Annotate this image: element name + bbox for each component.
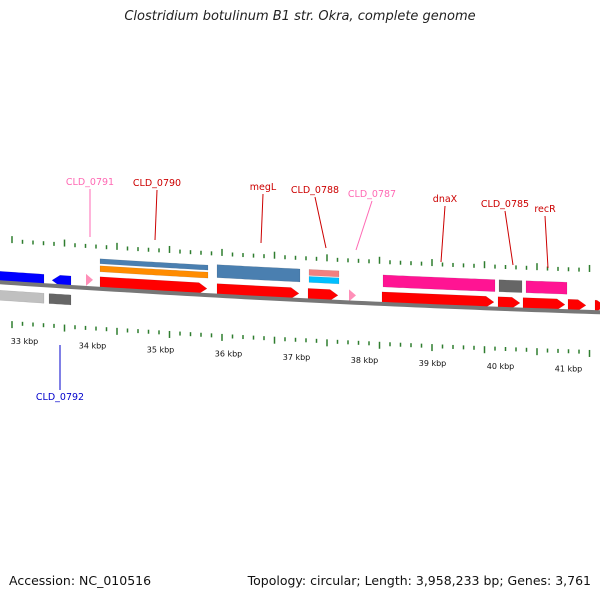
cds-arrow bbox=[594, 299, 600, 312]
gene-bar-recr bbox=[525, 280, 568, 295]
scale-labels: 33 kbp 34 kbp 35 kbp 36 kbp 37 kbp 38 kbp 39 k… bbox=[11, 337, 583, 373]
map-title: Clostridium botulinum B1 str. Okra, comp… bbox=[124, 9, 476, 24]
leader-line bbox=[440, 205, 446, 263]
reverse-bar-gray bbox=[0, 290, 45, 304]
genome-backbone bbox=[0, 280, 600, 315]
gene-bar-cld0788-b bbox=[308, 276, 340, 285]
scale-label: 33 kbp bbox=[11, 337, 39, 346]
scale-label: 38 kbp bbox=[351, 356, 379, 365]
bottom-tick-marks bbox=[11, 321, 591, 357]
gene-label: CLD_0787 bbox=[348, 189, 396, 200]
gene-label: CLD_0785 bbox=[481, 199, 529, 210]
feature-cld0791 bbox=[86, 273, 93, 286]
gene-bar-cld0790-b bbox=[99, 265, 209, 279]
cds-arrow bbox=[99, 276, 208, 294]
gene-bar-cld0790-a bbox=[99, 258, 209, 271]
gene-label: megL bbox=[250, 182, 277, 193]
scale-label: 37 kbp bbox=[283, 353, 311, 362]
feature-cld0787 bbox=[349, 289, 356, 302]
cds-arrow bbox=[567, 298, 587, 311]
gene-features bbox=[0, 258, 600, 312]
gene-bar-dnax bbox=[382, 274, 496, 292]
leader-line bbox=[154, 189, 158, 241]
gene-label: CLD_0788 bbox=[291, 185, 339, 196]
topology-summary: Topology: circular; Length: 3,958,233 bp… bbox=[247, 573, 591, 588]
leader-line bbox=[355, 200, 373, 251]
scale-label: 41 kbp bbox=[555, 364, 583, 373]
gene-label: CLD_0791 bbox=[66, 177, 114, 188]
gene-bar-megl bbox=[216, 264, 301, 283]
scale-label: 39 kbp bbox=[419, 359, 447, 368]
gene-labels: CLD_0791 CLD_0790 megL CLD_0788 CLD_0787 dnaX… bbox=[36, 177, 556, 403]
scale-label: 40 kbp bbox=[487, 362, 515, 371]
reverse-bar-gray bbox=[48, 293, 72, 306]
gene-bar-cld0788-a bbox=[308, 269, 340, 278]
scale-label: 35 kbp bbox=[147, 345, 175, 354]
accession-text: Accession: NC_010516 bbox=[9, 573, 152, 588]
gene-label: recR bbox=[534, 204, 556, 215]
top-tick-marks bbox=[11, 236, 591, 272]
scale-label: 36 kbp bbox=[215, 349, 243, 358]
gene-label: CLD_0792 bbox=[36, 392, 84, 403]
cds-arrow bbox=[497, 296, 521, 309]
cds-arrow bbox=[522, 297, 566, 311]
leader-line bbox=[314, 196, 327, 249]
gene-label: CLD_0790 bbox=[133, 178, 181, 189]
scale-label: 34 kbp bbox=[79, 341, 107, 350]
leader-line bbox=[504, 210, 514, 266]
leader-line bbox=[544, 215, 549, 269]
cds-arrow bbox=[307, 288, 339, 301]
gene-bar-cld0785 bbox=[498, 279, 523, 293]
leader-line bbox=[260, 193, 264, 244]
gene-label: dnaX bbox=[433, 194, 458, 205]
